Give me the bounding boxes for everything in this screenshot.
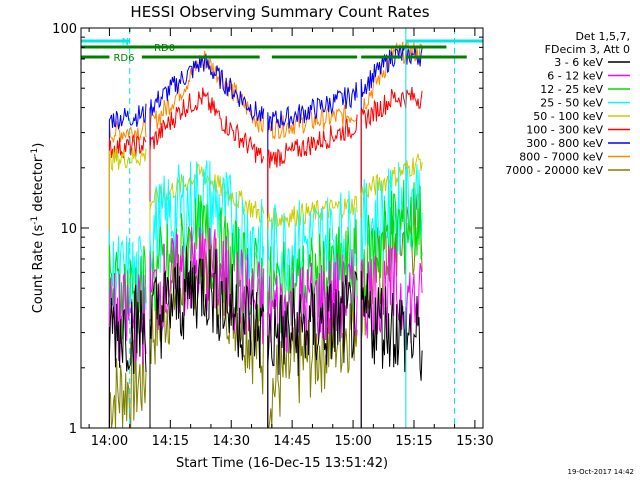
night-marker-label: N xyxy=(122,37,129,48)
legend-entry-label: 25 - 50 keV xyxy=(540,97,603,110)
series-line xyxy=(108,147,147,428)
series-line xyxy=(149,50,265,428)
chart-title: HESSI Observing Summary Count Rates xyxy=(130,3,429,21)
legend-entry-label: 12 - 25 keV xyxy=(540,83,603,96)
series-line xyxy=(149,53,265,428)
series-line xyxy=(360,86,423,428)
series-6-12-kev xyxy=(108,226,423,428)
legend-entry-label: 800 - 7000 keV xyxy=(519,151,603,164)
y-tick-label: 1 xyxy=(69,422,77,437)
x-tick-label: 14:00 xyxy=(91,434,128,449)
axis-layer: 14:00 14:15 14:30 14:45 15:00 15:15 15:30 1 10 10… xyxy=(52,22,493,449)
series-line xyxy=(360,179,423,428)
series-line xyxy=(360,244,423,428)
series-line xyxy=(267,286,358,429)
marker-layer: N RD0 RD6 xyxy=(81,28,483,428)
series-line xyxy=(149,163,265,428)
rd6-marker-label: RD6 xyxy=(113,53,134,64)
x-tick-label: 14:15 xyxy=(152,434,189,449)
series-3-6-kev xyxy=(108,246,423,428)
legend-entry-label: 3 - 6 keV xyxy=(554,56,603,69)
series-line xyxy=(108,332,147,429)
series-line xyxy=(108,284,147,428)
series-line xyxy=(149,226,265,428)
series-layer xyxy=(108,40,423,429)
series-line xyxy=(267,114,358,428)
series-line xyxy=(360,270,423,428)
legend-entry-label: 50 - 100 keV xyxy=(533,110,603,123)
y-tick-label: 100 xyxy=(52,22,77,37)
legend-entry-label: 300 - 800 keV xyxy=(526,137,603,150)
legend-header-line1: Det 1,5,7, xyxy=(575,30,630,43)
rd0-marker-label: RD0 xyxy=(154,43,175,54)
series-line xyxy=(267,104,358,428)
legend-entry-label: 100 - 300 keV xyxy=(526,124,603,137)
x-tick-label: 15:15 xyxy=(395,434,432,449)
y-tick-label: 10 xyxy=(60,222,77,237)
series-line xyxy=(267,270,358,428)
y-axis-label: Count Rate (s-1 detector-1) xyxy=(30,143,46,314)
series-line xyxy=(108,103,147,428)
series-line xyxy=(149,246,265,428)
x-axis-label: Start Time (16-Dec-15 13:51:42) xyxy=(176,456,388,471)
series-line xyxy=(108,118,147,428)
series-line xyxy=(149,87,265,428)
x-tick-label: 15:30 xyxy=(456,434,493,449)
legend-entry-label: 7000 - 20000 keV xyxy=(505,164,603,177)
series-line xyxy=(108,272,147,428)
generation-timestamp: 19-Oct-2017 14:42 xyxy=(568,468,634,476)
series-line xyxy=(267,248,358,428)
x-tick-label: 14:45 xyxy=(273,434,310,449)
series-line xyxy=(267,82,358,428)
legend-entry-label: 6 - 12 keV xyxy=(547,70,603,83)
x-tick-label: 14:30 xyxy=(213,434,250,449)
series-line xyxy=(108,230,147,428)
legend-header-line2: FDecim 3, Att 0 xyxy=(545,43,630,56)
x-tick-label: 15:00 xyxy=(334,434,371,449)
series-line xyxy=(267,195,358,428)
